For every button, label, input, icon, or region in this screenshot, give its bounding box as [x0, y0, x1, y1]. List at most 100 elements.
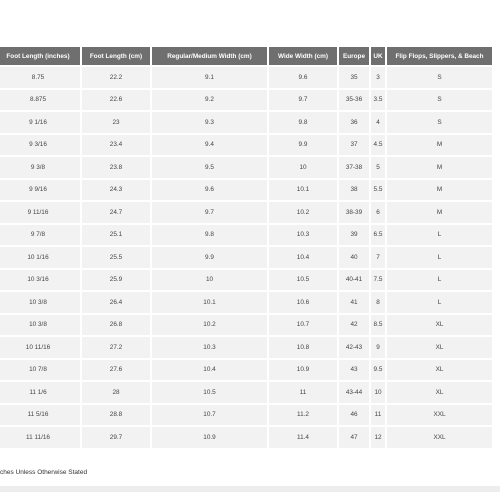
cell-foot-length-inches: 8.75: [0, 67, 80, 88]
cell-regular-width: 9.8: [152, 224, 267, 245]
cell-uk: 9: [371, 337, 385, 358]
table-row: 10 3/8 26.4 10.1 10.6 41 8 L: [0, 292, 492, 313]
cell-europe: 42-43: [339, 337, 369, 358]
cell-wide-width: 10.2: [269, 202, 337, 223]
cell-flip-flops: M: [387, 134, 492, 155]
size-chart: Foot Length (inches) Foot Length (cm) Re…: [0, 45, 500, 450]
cell-regular-width: 9.3: [152, 112, 267, 133]
cell-wide-width: 11.4: [269, 427, 337, 448]
cell-foot-length-cm: 26.8: [82, 314, 150, 335]
table-row: 8.875 22.6 9.2 9.7 35-36 3.5 S: [0, 89, 492, 110]
cell-foot-length-inches: 9 11/16: [0, 202, 80, 223]
cell-regular-width: 10.1: [152, 292, 267, 313]
cell-uk: 7.5: [371, 269, 385, 290]
cell-flip-flops: XXL: [387, 427, 492, 448]
table-row: 10 3/16 25.9 10 10.5 40-41 7.5 L: [0, 269, 492, 290]
cell-flip-flops: M: [387, 157, 492, 178]
cell-foot-length-cm: 24.7: [82, 202, 150, 223]
header-wide-width: Wide Width (cm): [269, 47, 337, 65]
cell-foot-length-inches: 9 3/16: [0, 134, 80, 155]
cell-foot-length-cm: 28.8: [82, 404, 150, 425]
cell-foot-length-inches: 11 1/6: [0, 382, 80, 403]
cell-uk: 4.5: [371, 134, 385, 155]
cell-europe: 37-38: [339, 157, 369, 178]
cell-foot-length-cm: 28: [82, 382, 150, 403]
cell-uk: 8: [371, 292, 385, 313]
cell-europe: 41: [339, 292, 369, 313]
cell-foot-length-inches: 11 11/16: [0, 427, 80, 448]
cell-wide-width: 10: [269, 157, 337, 178]
cell-flip-flops: L: [387, 224, 492, 245]
cell-europe: 37: [339, 134, 369, 155]
cell-europe: 35: [339, 67, 369, 88]
cell-regular-width: 9.7: [152, 202, 267, 223]
cell-foot-length-inches: 9 9/16: [0, 179, 80, 200]
cell-uk: 4: [371, 112, 385, 133]
table-row: 10 7/8 27.6 10.4 10.9 43 9.5 XL: [0, 359, 492, 380]
cell-regular-width: 10.5: [152, 382, 267, 403]
table-row: 10 1/16 25.5 9.9 10.4 40 7 L: [0, 247, 492, 268]
cell-europe: 46: [339, 404, 369, 425]
table-row: 11 5/16 28.8 10.7 11.2 46 11 XXL: [0, 404, 492, 425]
cell-flip-flops: S: [387, 112, 492, 133]
cell-foot-length-cm: 27.2: [82, 337, 150, 358]
cell-wide-width: 11.2: [269, 404, 337, 425]
cell-foot-length-inches: 11 5/16: [0, 404, 80, 425]
cell-foot-length-cm: 26.4: [82, 292, 150, 313]
cell-flip-flops: S: [387, 67, 492, 88]
cell-regular-width: 9.6: [152, 179, 267, 200]
cell-foot-length-cm: 23.8: [82, 157, 150, 178]
cell-foot-length-cm: 27.6: [82, 359, 150, 380]
bottom-bar: [0, 486, 500, 492]
cell-wide-width: 10.5: [269, 269, 337, 290]
cell-foot-length-cm: 23.4: [82, 134, 150, 155]
cell-foot-length-cm: 24.3: [82, 179, 150, 200]
cell-wide-width: 9.6: [269, 67, 337, 88]
cell-europe: 42: [339, 314, 369, 335]
table-body: 8.75 22.2 9.1 9.6 35 3 S 8.875 22.6 9.2 9.7 35-36 3.…: [0, 67, 492, 448]
cell-regular-width: 9.5: [152, 157, 267, 178]
cell-regular-width: 9.1: [152, 67, 267, 88]
cell-uk: 8.5: [371, 314, 385, 335]
cell-europe: 39: [339, 224, 369, 245]
table-row: 10 11/16 27.2 10.3 10.8 42-43 9 XL: [0, 337, 492, 358]
cell-uk: 9.5: [371, 359, 385, 380]
cell-regular-width: 10.7: [152, 404, 267, 425]
table-row: 9 1/16 23 9.3 9.8 36 4 S: [0, 112, 492, 133]
cell-flip-flops: L: [387, 269, 492, 290]
cell-flip-flops: L: [387, 247, 492, 268]
cell-regular-width: 10.4: [152, 359, 267, 380]
cell-uk: 6: [371, 202, 385, 223]
table-row: 11 11/16 29.7 10.9 11.4 47 12 XXL: [0, 427, 492, 448]
table-row: 10 3/8 26.8 10.2 10.7 42 8.5 XL: [0, 314, 492, 335]
cell-uk: 12: [371, 427, 385, 448]
cell-foot-length-inches: 9 1/16: [0, 112, 80, 133]
cell-flip-flops: L: [387, 292, 492, 313]
cell-regular-width: 9.2: [152, 89, 267, 110]
cell-wide-width: 10.9: [269, 359, 337, 380]
cell-wide-width: 10.4: [269, 247, 337, 268]
cell-flip-flops: M: [387, 202, 492, 223]
cell-europe: 38-39: [339, 202, 369, 223]
cell-wide-width: 10.3: [269, 224, 337, 245]
cell-foot-length-inches: 8.875: [0, 89, 80, 110]
cell-foot-length-inches: 10 7/8: [0, 359, 80, 380]
cell-regular-width: 10: [152, 269, 267, 290]
cell-europe: 38: [339, 179, 369, 200]
cell-uk: 5: [371, 157, 385, 178]
header-regular-width: Regular/Medium Width (cm): [152, 47, 267, 65]
cell-wide-width: 10.1: [269, 179, 337, 200]
cell-wide-width: 10.8: [269, 337, 337, 358]
table-row: 8.75 22.2 9.1 9.6 35 3 S: [0, 67, 492, 88]
cell-flip-flops: XL: [387, 314, 492, 335]
cell-europe: 47: [339, 427, 369, 448]
cell-flip-flops: XXL: [387, 404, 492, 425]
cell-wide-width: 11: [269, 382, 337, 403]
cell-uk: 7: [371, 247, 385, 268]
table-row: 9 9/16 24.3 9.6 10.1 38 5.5 M: [0, 179, 492, 200]
cell-foot-length-inches: 10 1/16: [0, 247, 80, 268]
cell-uk: 10: [371, 382, 385, 403]
header-europe: Europe: [339, 47, 369, 65]
footnote: ches Unless Otherwise Stated: [0, 469, 88, 476]
cell-europe: 35-36: [339, 89, 369, 110]
